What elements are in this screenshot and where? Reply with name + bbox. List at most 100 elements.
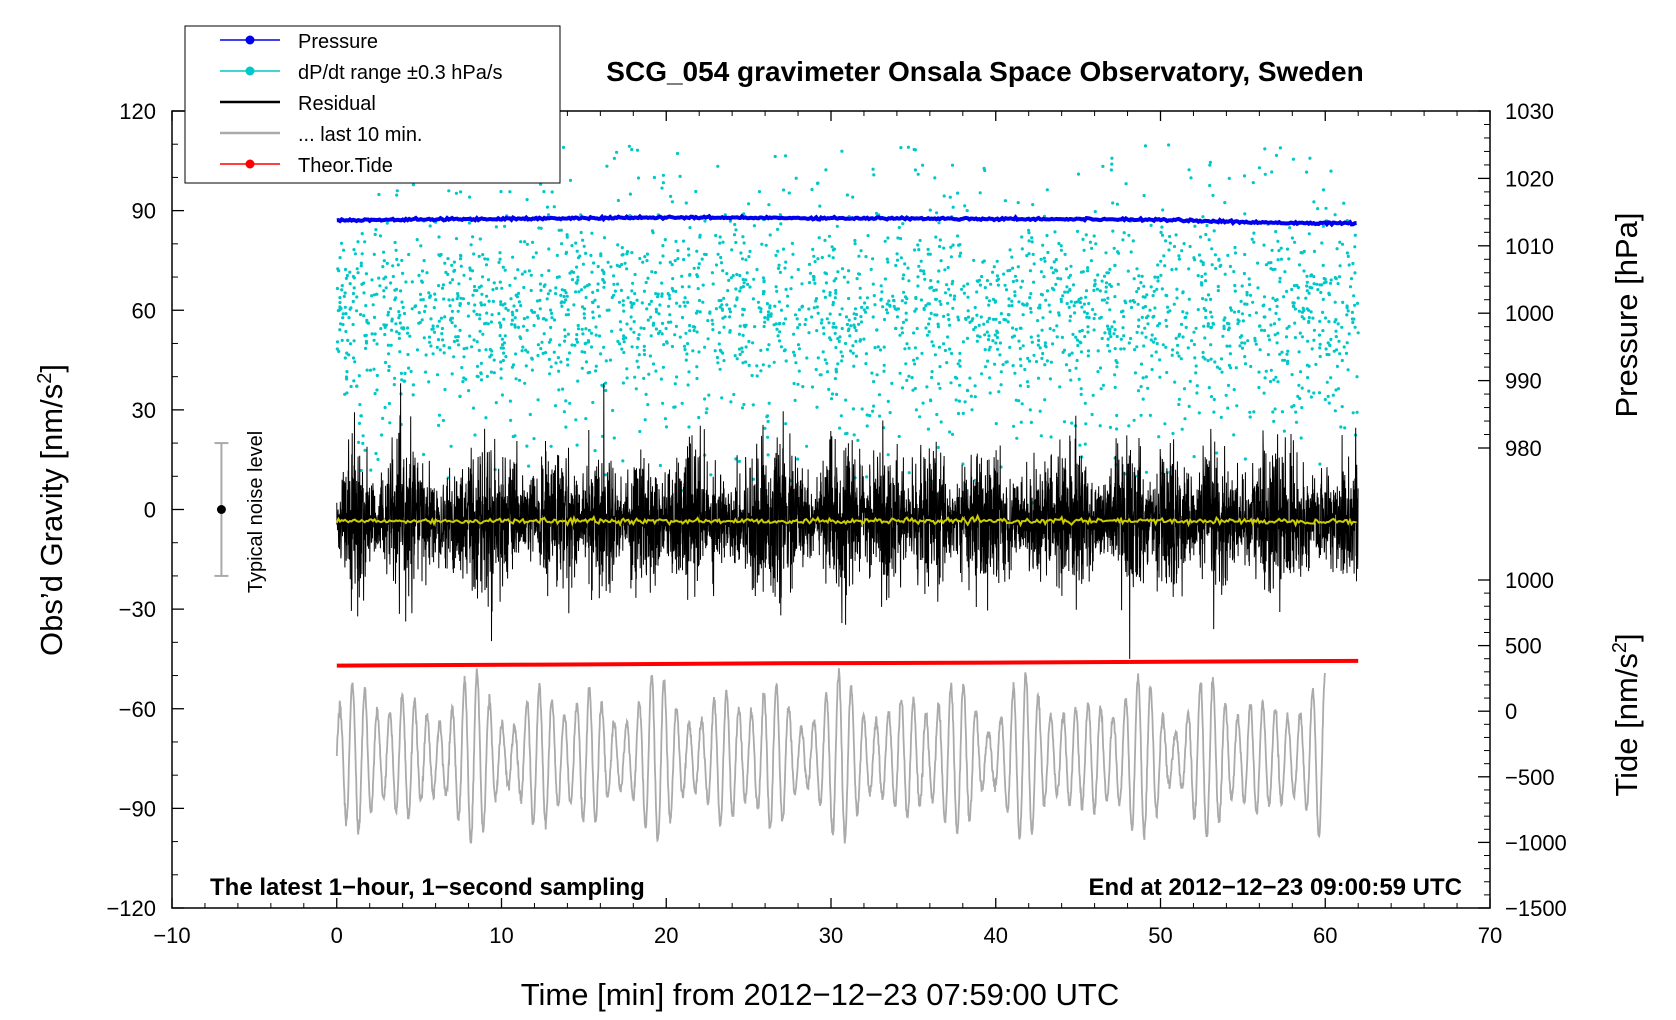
dpdt-point (637, 333, 641, 337)
dpdt-point (803, 322, 807, 327)
dpdt-point (937, 269, 941, 273)
dpdt-point (618, 264, 622, 269)
dpdt-point (357, 421, 362, 425)
dpdt-point (1353, 233, 1357, 237)
dpdt-point (516, 268, 520, 272)
dpdt-point (522, 317, 527, 321)
dpdt-point (499, 376, 503, 380)
dpdt-point (1232, 388, 1236, 392)
dpdt-point (597, 314, 602, 318)
dpdt-point (530, 308, 534, 313)
dpdt-point (473, 433, 477, 437)
dpdt-point (1002, 272, 1006, 276)
dpdt-point (751, 403, 755, 407)
dpdt-point (460, 366, 464, 370)
dpdt-point (570, 270, 574, 274)
dpdt-point (855, 277, 859, 281)
dpdt-point (513, 325, 517, 329)
dpdt-point (1276, 258, 1280, 262)
dpdt-point (933, 353, 938, 357)
dpdt-point (1173, 380, 1177, 384)
dpdt-point (1135, 267, 1139, 271)
dpdt-point (993, 300, 997, 304)
dpdt-point (1148, 308, 1152, 312)
dpdt-point (1039, 257, 1043, 261)
dpdt-point (1104, 251, 1108, 255)
dpdt-point (1340, 405, 1344, 409)
dpdt-point (370, 278, 374, 282)
dpdt-point (453, 268, 457, 272)
y-tick-label: −30 (119, 597, 156, 622)
dpdt-point (565, 294, 569, 298)
dpdt-point (1252, 231, 1256, 235)
dpdt-point (1038, 303, 1042, 307)
dpdt-point (1042, 256, 1046, 260)
dpdt-point (345, 377, 349, 381)
dpdt-point (735, 272, 739, 277)
dpdt-point (711, 322, 715, 326)
dpdt-point (813, 260, 817, 264)
dpdt-point (1092, 316, 1096, 321)
dpdt-point (340, 288, 344, 292)
dpdt-point (711, 282, 715, 286)
dpdt-point (529, 273, 533, 277)
dpdt-point (706, 319, 710, 323)
dpdt-point (1028, 269, 1032, 273)
dpdt-point (1353, 271, 1357, 275)
dpdt-point (1074, 366, 1078, 370)
dpdt-point (625, 322, 629, 326)
dpdt-point (576, 379, 580, 383)
dpdt-point (388, 307, 393, 311)
dpdt-point (1280, 350, 1284, 354)
dpdt-point (931, 344, 936, 348)
dpdt-point (575, 249, 579, 253)
dpdt-point (718, 241, 722, 245)
dpdt-point (1273, 407, 1277, 411)
dpdt-point (778, 213, 782, 217)
dpdt-point (925, 333, 930, 337)
dpdt-point (1132, 277, 1136, 281)
dpdt-point (418, 292, 423, 296)
dpdt-point (654, 327, 659, 331)
dpdt-point (1080, 305, 1084, 309)
dpdt-point (683, 304, 687, 308)
dpdt-point (1126, 269, 1130, 273)
dpdt-point (357, 440, 361, 444)
dpdt-point (978, 283, 983, 287)
dpdt-point (930, 340, 934, 344)
dpdt-point (539, 288, 543, 292)
dpdt-point (560, 304, 564, 308)
dpdt-point (830, 245, 834, 249)
dpdt-point (871, 257, 875, 261)
dpdt-point (1240, 334, 1244, 338)
dpdt-point (338, 300, 342, 305)
dpdt-point (600, 383, 604, 387)
dpdt-point (417, 273, 421, 277)
dpdt-point (810, 385, 815, 389)
dpdt-point (383, 332, 387, 337)
y-axis-title-close: ] (34, 364, 69, 373)
dpdt-point (1333, 409, 1337, 413)
dpdt-point (498, 334, 502, 338)
dpdt-point (343, 305, 347, 309)
dpdt-point (352, 286, 356, 290)
dpdt-point (950, 163, 955, 167)
dpdt-point (562, 300, 566, 304)
dpdt-point (361, 434, 365, 438)
dpdt-point (1340, 358, 1344, 363)
dpdt-point (591, 316, 595, 320)
dpdt-point (629, 300, 633, 305)
dpdt-point (1081, 270, 1085, 274)
dpdt-point (1317, 333, 1322, 337)
dpdt-point (1278, 280, 1282, 284)
dpdt-point (1307, 291, 1311, 295)
dpdt-point (1318, 283, 1322, 287)
dpdt-point (1046, 250, 1050, 255)
y-tick-label: 0 (144, 498, 156, 523)
dpdt-point (763, 316, 767, 320)
dpdt-point (682, 257, 686, 262)
dpdt-point (375, 388, 379, 392)
dpdt-point (928, 317, 932, 321)
dpdt-point (1014, 327, 1018, 331)
